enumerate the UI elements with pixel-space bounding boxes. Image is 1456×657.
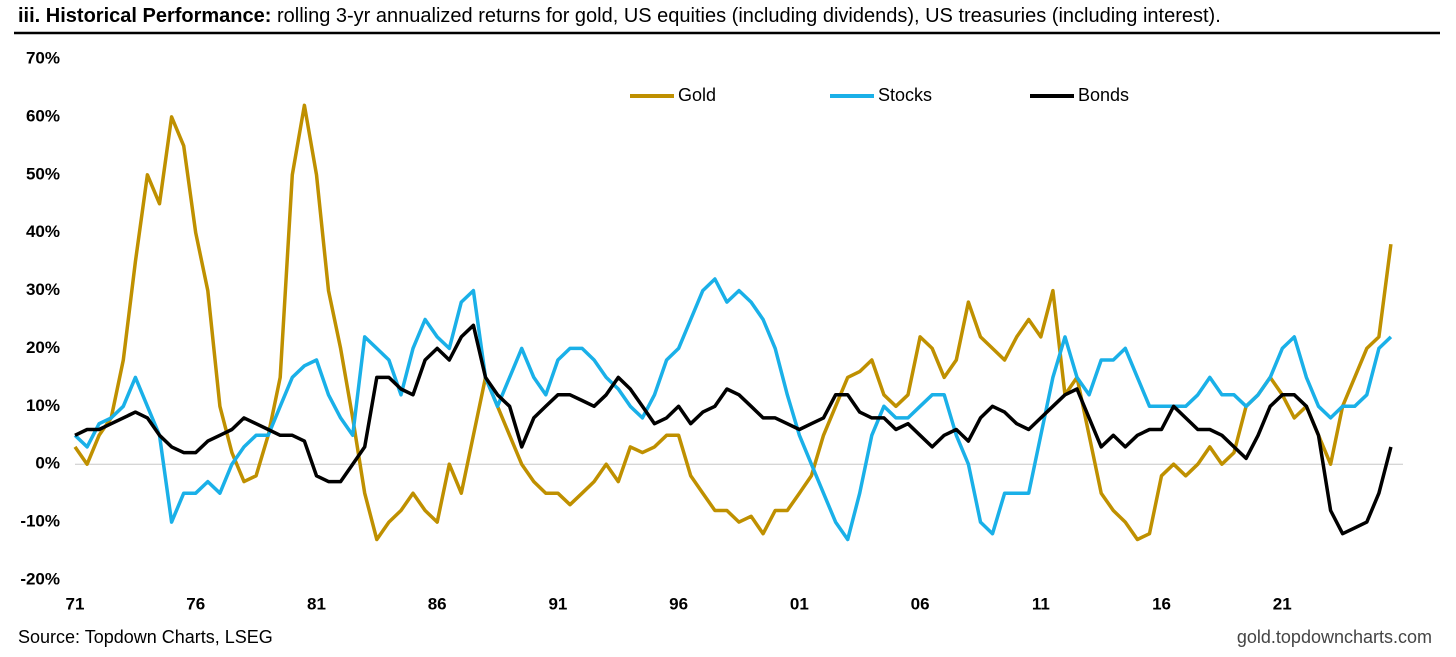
chart-heading: iii. Historical Performance: rolling 3-y…: [18, 5, 1221, 27]
series-line: [73, 277, 1393, 542]
y-tick-label: 20%: [26, 338, 60, 357]
chart-title: iii. Historical Performance:: [18, 5, 271, 27]
legend-label: Bonds: [1078, 85, 1129, 105]
x-tick-label: 06: [911, 594, 930, 613]
series-line: [74, 323, 1393, 536]
source: Source: Topdown Charts, LSEG: [18, 627, 273, 647]
chart-subtitle: rolling 3-yr annualized returns for gold…: [277, 5, 1221, 27]
y-tick-label: 60%: [26, 106, 60, 125]
legend-label: Gold: [678, 85, 716, 105]
y-tick-label: 0%: [35, 454, 60, 473]
y-tick-label: -20%: [20, 569, 60, 588]
x-tick-label: 91: [548, 594, 567, 613]
y-tick-label: 30%: [26, 280, 60, 299]
x-tick-label: 76: [186, 594, 205, 613]
x-tick-label: 11: [1032, 594, 1050, 613]
y-tick-label: 70%: [26, 48, 60, 67]
x-tick-label: 01: [790, 594, 809, 613]
x-tick-label: 86: [428, 594, 447, 613]
series-line: [73, 103, 1393, 542]
x-tick-label: 16: [1152, 594, 1171, 613]
legend-label: Stocks: [878, 85, 932, 105]
y-tick-label: 50%: [26, 164, 60, 183]
x-tick-label: 71: [66, 594, 85, 613]
x-tick-label: 96: [669, 594, 688, 613]
x-tick-label: 81: [307, 594, 326, 613]
y-tick-label: -10%: [20, 512, 60, 531]
watermark: gold.topdowncharts.com: [1237, 627, 1432, 647]
y-tick-label: 40%: [26, 222, 60, 241]
y-tick-label: 10%: [26, 396, 60, 415]
x-tick-label: 21: [1273, 594, 1292, 613]
